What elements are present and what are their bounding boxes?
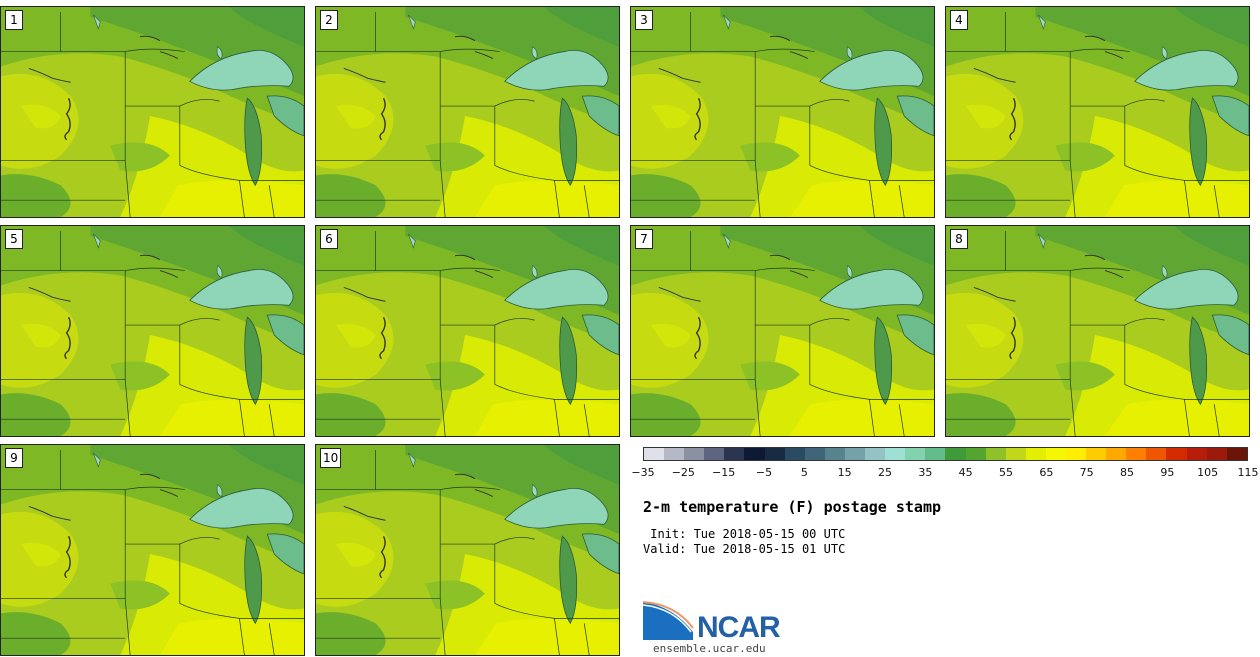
colorbar-swatch <box>684 448 705 460</box>
ensemble-member-panel: 10 <box>315 444 620 656</box>
panel-number: 6 <box>320 229 338 249</box>
colorbar-tick-label: −5 <box>755 466 773 479</box>
colorbar-swatch <box>824 448 845 460</box>
init-time: Init: Tue 2018-05-15 00 UTC <box>643 527 846 541</box>
colorbar-swatch <box>1126 448 1147 460</box>
temperature-map <box>946 226 1249 436</box>
colorbar-swatch <box>704 448 725 460</box>
ensemble-member-panel: 3 <box>630 6 935 218</box>
panel-number: 10 <box>320 448 342 468</box>
colorbar-tick-label: 75 <box>1079 466 1094 479</box>
ensemble-member-panel: 7 <box>630 225 935 437</box>
colorbar-swatch <box>1106 448 1127 460</box>
panel-number: 5 <box>5 229 23 249</box>
temperature-map <box>631 7 934 217</box>
colorbar-tick-label: 95 <box>1160 466 1175 479</box>
temperature-map <box>946 7 1249 217</box>
colorbar-tick-label: −25 <box>671 466 695 479</box>
colorbar-tick-label: 25 <box>878 466 892 479</box>
colorbar-tick-label: 35 <box>918 466 933 479</box>
ncar-logo-text: NCAR <box>697 611 781 644</box>
colorbar-swatch <box>1146 448 1167 460</box>
colorbar-swatch <box>885 448 906 460</box>
temperature-map <box>316 445 619 655</box>
panel-number: 1 <box>5 10 23 30</box>
colorbar-tick-labels: −35 −25 −15 −5 5 15 25 35 45 55 65 75 85 95 105 115 <box>631 466 1258 482</box>
temperature-map <box>1 7 304 217</box>
ensemble-member-panel: 6 <box>315 225 620 437</box>
panel-number: 2 <box>320 10 338 30</box>
colorbar-swatch <box>764 448 785 460</box>
colorbar-tick-label: 55 <box>999 466 1013 479</box>
colorbar-tick-label: 105 <box>1197 466 1219 479</box>
colorbar-swatch <box>664 448 685 460</box>
temperature-colorbar <box>643 447 1248 461</box>
ensemble-member-panel: 5 <box>0 225 305 437</box>
colorbar-swatch <box>744 448 765 460</box>
colorbar-swatch <box>1045 448 1066 460</box>
colorbar-swatch <box>865 448 886 460</box>
colorbar-tick-label: 65 <box>1039 466 1054 479</box>
colorbar-swatch <box>905 448 926 460</box>
colorbar-swatch <box>945 448 966 460</box>
temperature-map <box>631 226 934 436</box>
colorbar-tick-label: 85 <box>1120 466 1134 479</box>
site-url: ensemble.ucar.edu <box>653 642 766 655</box>
colorbar-swatch <box>1005 448 1026 460</box>
colorbar-swatch <box>1226 448 1247 460</box>
panel-number: 8 <box>950 229 968 249</box>
colorbar-tick-label: 5 <box>800 466 808 479</box>
colorbar-swatch <box>784 448 805 460</box>
temperature-map <box>1 445 304 655</box>
panel-number: 7 <box>635 229 653 249</box>
colorbar-swatch <box>644 448 665 460</box>
temperature-map <box>1 226 304 436</box>
panel-number: 9 <box>5 448 23 468</box>
panel-number: 4 <box>950 10 968 30</box>
valid-time: Valid: Tue 2018-05-15 01 UTC <box>643 542 846 556</box>
colorbar-swatch <box>1186 448 1207 460</box>
ensemble-member-panel: 1 <box>0 6 305 218</box>
colorbar-swatch <box>724 448 745 460</box>
ensemble-member-panel: 9 <box>0 444 305 656</box>
colorbar-swatch <box>1086 448 1107 460</box>
colorbar-tick-label: −35 <box>631 466 655 479</box>
colorbar-swatch <box>1206 448 1227 460</box>
colorbar-swatch <box>844 448 866 460</box>
colorbar-swatch <box>804 448 825 460</box>
ensemble-member-panel: 8 <box>945 225 1250 437</box>
colorbar-swatch <box>965 448 986 460</box>
colorbar-swatch <box>1025 448 1046 460</box>
colorbar-swatch <box>1166 448 1187 460</box>
colorbar-tick-label: 45 <box>958 466 973 479</box>
colorbar-tick-label: −15 <box>712 466 736 479</box>
colorbar-swatch <box>1065 448 1087 460</box>
colorbar-swatch <box>925 448 946 460</box>
ensemble-member-panel: 4 <box>945 6 1250 218</box>
colorbar-swatch <box>985 448 1006 460</box>
panel-number: 3 <box>635 10 653 30</box>
temperature-map <box>316 226 619 436</box>
ensemble-member-panel: 2 <box>315 6 620 218</box>
temperature-map <box>316 7 619 217</box>
ncar-logo-icon <box>643 601 694 640</box>
chart-title: 2-m temperature (F) postage stamp <box>643 498 942 516</box>
colorbar-tick-label: 15 <box>837 466 852 479</box>
colorbar-tick-label: 115 <box>1237 466 1259 479</box>
